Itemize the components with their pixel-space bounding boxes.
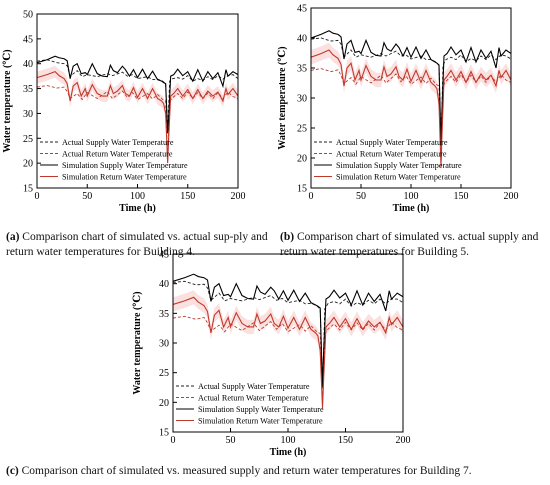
x-axis-label: Time (h) xyxy=(270,447,307,458)
x-tick-label: 50 xyxy=(226,435,236,446)
series-line-sim_return xyxy=(172,296,404,409)
caption-a: (a) Comparison chart of simulated vs. ac… xyxy=(6,230,268,260)
series-line-sim_supply xyxy=(172,273,404,388)
y-tick-label: 15 xyxy=(159,428,169,439)
x-tick-label: 200 xyxy=(231,191,246,202)
x-tick-label: 100 xyxy=(130,191,145,202)
series-line-actual_supply xyxy=(172,280,404,388)
y-tick-label: 35 xyxy=(23,84,33,95)
y-tick-label: 30 xyxy=(297,94,307,105)
y-tick-label: 15 xyxy=(23,184,33,195)
caption-a-label: (a) xyxy=(6,231,20,243)
y-tick-label: 20 xyxy=(297,154,307,165)
legend-label-sim_return: Simulation Return Water Temperature xyxy=(62,173,187,182)
series-line-actual_return xyxy=(36,85,239,161)
x-tick-label: 150 xyxy=(180,191,195,202)
legend-label-sim_supply: Simulation Supply Water Temperature xyxy=(62,161,188,170)
caption-c-label: (c) xyxy=(6,465,19,477)
y-tick-label: 35 xyxy=(159,309,169,320)
y-tick-label: 40 xyxy=(23,59,33,70)
caption-c-text: Comparison chart of simulated vs. measur… xyxy=(18,465,472,477)
confidence-band xyxy=(311,42,511,175)
legend-label-sim_return: Simulation Return Water Temperature xyxy=(336,173,461,182)
caption-b-label: (b) xyxy=(280,231,295,243)
x-tick-label: 100 xyxy=(281,435,296,446)
chart-panel-a: 0 50 100 150 200 15 20 25 30 35 40 45 50 Time (h) Wate… xyxy=(2,10,246,215)
series-line-sim_return xyxy=(310,49,512,168)
y-tick-label: 45 xyxy=(23,34,33,45)
y-tick-label: 20 xyxy=(23,159,33,170)
legend-label-sim_supply: Simulation Supply Water Temperature xyxy=(198,405,324,414)
y-tick-label: 30 xyxy=(159,339,169,350)
series-line-actual_supply xyxy=(310,37,512,147)
y-tick-label: 50 xyxy=(23,10,33,21)
x-tick-label: 0 xyxy=(35,191,40,202)
legend-label-actual_return: Actual Return Water Temperature xyxy=(62,150,173,159)
y-tick-label: 25 xyxy=(297,124,307,135)
y-tick-label: 40 xyxy=(297,34,307,45)
x-tick-label: 150 xyxy=(338,435,353,446)
legend-label-actual_return: Actual Return Water Temperature xyxy=(336,150,447,159)
series-line-sim_supply xyxy=(310,30,512,147)
legend-label-actual_return: Actual Return Water Temperature xyxy=(198,394,309,403)
x-tick-label: 200 xyxy=(504,191,519,202)
series-line-sim_return xyxy=(36,71,239,164)
legend-label-sim_return: Simulation Return Water Temperature xyxy=(198,417,323,426)
x-tick-label: 50 xyxy=(82,191,92,202)
chart-panel-c: 0 50 100 150 200 15 20 25 30 35 40 45 Time (h) Water … xyxy=(132,250,411,459)
caption-c: (c) Comparison chart of simulated vs. me… xyxy=(6,464,546,479)
y-tick-label: 30 xyxy=(23,109,33,120)
series-line-actual_return xyxy=(172,315,404,406)
y-tick-label: 25 xyxy=(159,368,169,379)
y-tick-label: 35 xyxy=(297,64,307,75)
y-tick-label: 40 xyxy=(159,279,169,290)
x-tick-label: 0 xyxy=(309,191,314,202)
chart-panel-b: 0 50 100 150 200 15 20 25 30 35 40 45 Time (h) Water … xyxy=(277,4,519,215)
y-axis-label: Water temperature (℃) xyxy=(2,49,13,152)
legend-label-actual_supply: Actual Supply Water Temperature xyxy=(336,138,448,147)
x-tick-label: 200 xyxy=(396,435,411,446)
caption-a-text: Comparison chart of simulated vs. actual… xyxy=(6,231,268,258)
y-tick-label: 20 xyxy=(159,398,169,409)
x-axis-label: Time (h) xyxy=(393,203,430,214)
y-axis-label: Water temperature (℃) xyxy=(132,291,143,394)
x-tick-label: 100 xyxy=(404,191,419,202)
x-axis-label: Time (h) xyxy=(119,203,156,214)
legend-label-actual_supply: Actual Supply Water Temperature xyxy=(198,382,310,391)
x-tick-label: 150 xyxy=(454,191,469,202)
legend-label-sim_supply: Simulation Supply Water Temperature xyxy=(336,161,462,170)
y-axis-label: Water temperature (℃) xyxy=(277,46,288,149)
y-tick-label: 45 xyxy=(297,4,307,15)
x-tick-label: 50 xyxy=(356,191,366,202)
caption-b: (b) Comparison chart of simulated vs. ac… xyxy=(280,230,548,260)
caption-b-text: Comparison chart of simulated vs. actual… xyxy=(280,231,539,258)
series-line-sim_supply xyxy=(36,55,239,134)
y-tick-label: 45 xyxy=(159,250,169,261)
y-tick-label: 25 xyxy=(23,134,33,145)
y-tick-label: 15 xyxy=(297,184,307,195)
series-line-actual_return xyxy=(310,68,512,165)
x-tick-label: 0 xyxy=(171,435,176,446)
legend-label-actual_supply: Actual Supply Water Temperature xyxy=(62,138,174,147)
